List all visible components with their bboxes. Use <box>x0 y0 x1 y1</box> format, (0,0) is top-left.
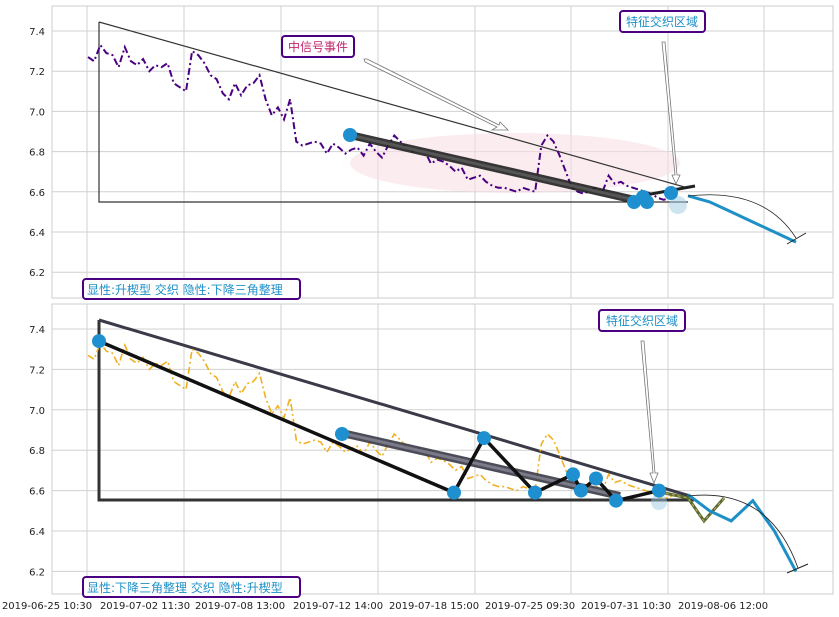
zigzag-point <box>589 471 603 486</box>
key-point <box>335 427 349 441</box>
projection-arc-top <box>687 194 797 239</box>
wedge-inner-line-bottom <box>341 431 621 498</box>
annotation-signal: 中信号事件 <box>288 39 348 54</box>
wedge-inner-line <box>349 133 636 202</box>
projection-tick-top <box>786 232 807 245</box>
key-point <box>640 195 654 209</box>
y-tick-label: 6.2 <box>29 567 45 578</box>
y-ticks-bottom: 6.2 6.4 6.6 6.8 7.0 7.2 7.4 <box>29 325 45 578</box>
pattern-label-box-bottom <box>82 576 301 598</box>
annotation-feature-bottom: 特征交织区域 <box>606 313 678 328</box>
projection-tick-bottom <box>786 563 809 574</box>
y-ticks-top: 6.2 6.4 6.6 6.8 7.0 7.2 7.4 <box>29 27 45 279</box>
y-tick-label: 6.4 <box>29 228 45 239</box>
zigzag-point <box>447 485 461 500</box>
projection-line-top <box>687 194 797 244</box>
triangle-upper-bottom <box>98 318 691 498</box>
annotation-feature-top: 特征交织区域 <box>626 14 698 29</box>
arrow-feature-top <box>661 41 681 185</box>
x-tick-label: 2019-08-06 12:00 <box>678 601 768 612</box>
arrow-feature-bottom <box>640 340 659 485</box>
x-tick-label: 2019-07-31 10:30 <box>581 601 671 612</box>
key-point <box>664 186 678 200</box>
y-tick-label: 6.8 <box>29 148 45 159</box>
zigzag-point <box>528 485 542 500</box>
zigzag-point <box>92 334 106 349</box>
plot-area-bottom <box>51 303 834 595</box>
arrow-signal <box>363 58 509 131</box>
y-tick-label: 6.6 <box>29 188 45 199</box>
series-line-top <box>87 43 677 201</box>
x-axis-ticks: 2019-06-25 10:30 2019-07-02 11:30 2019-07-… <box>2 601 768 612</box>
zigzag-point <box>574 483 588 498</box>
x-tick-label: 2019-07-02 11:30 <box>100 601 190 612</box>
triangle-base-top <box>98 22 688 203</box>
y-tick-label: 7.2 <box>29 365 45 376</box>
y-tick-label: 6.6 <box>29 487 45 498</box>
faded-point-bottom <box>651 494 667 510</box>
zigzag-point <box>609 493 623 508</box>
x-tick-label: 2019-07-08 13:00 <box>195 601 285 612</box>
x-tick-label: 2019-07-12 14:00 <box>293 601 383 612</box>
chart-panel-bottom: 6.2 6.4 6.6 6.8 7.0 7.2 7.4 特征交织区域 显性:下降三角整理 交… <box>29 303 834 598</box>
y-tick-label: 6.8 <box>29 446 45 457</box>
projection-arc-bottom <box>687 494 799 569</box>
x-tick-label: 2019-07-18 15:00 <box>389 601 479 612</box>
annotation-box-feature-bottom <box>598 309 686 332</box>
zigzag-point <box>652 483 666 498</box>
y-tick-label: 7.0 <box>29 406 45 417</box>
y-tick-label: 7.2 <box>29 67 45 78</box>
projection-line-bottom <box>687 493 798 573</box>
pattern-label-top: 显性:升楔型 交织 隐性:下降三角整理 <box>87 282 283 297</box>
grid-top <box>52 6 833 298</box>
annotation-box-signal <box>281 35 355 58</box>
projection-olive-dash <box>659 491 725 522</box>
y-tick-label: 6.2 <box>29 268 45 279</box>
zigzag-point <box>477 431 491 446</box>
y-tick-label: 7.0 <box>29 107 45 118</box>
triangle-upper-top <box>98 21 689 189</box>
chart-panel-top: 6.2 6.4 6.6 6.8 7.0 7.2 7.4 中信号事件 特征交织区域 显性:升楔… <box>29 5 834 300</box>
y-tick-label: 7.4 <box>29 27 45 38</box>
annotation-box-feature-top <box>619 10 706 33</box>
pattern-label-box-top <box>82 278 301 300</box>
grid-bottom <box>52 304 833 594</box>
x-tick-label: 2019-06-25 10:30 <box>2 601 92 612</box>
pattern-label-bottom: 显性:下降三角整理 交织 隐性:升楔型 <box>87 580 283 595</box>
triangle-base-bottom <box>97 320 694 502</box>
y-tick-label: 7.4 <box>29 325 45 336</box>
y-tick-label: 6.4 <box>29 527 45 538</box>
key-point <box>343 128 357 142</box>
highlight-ellipse <box>350 133 680 193</box>
zigzag-point <box>566 467 580 482</box>
zigzag-points <box>92 334 666 508</box>
x-tick-label: 2019-07-25 09:30 <box>485 601 575 612</box>
faded-point <box>669 196 687 214</box>
